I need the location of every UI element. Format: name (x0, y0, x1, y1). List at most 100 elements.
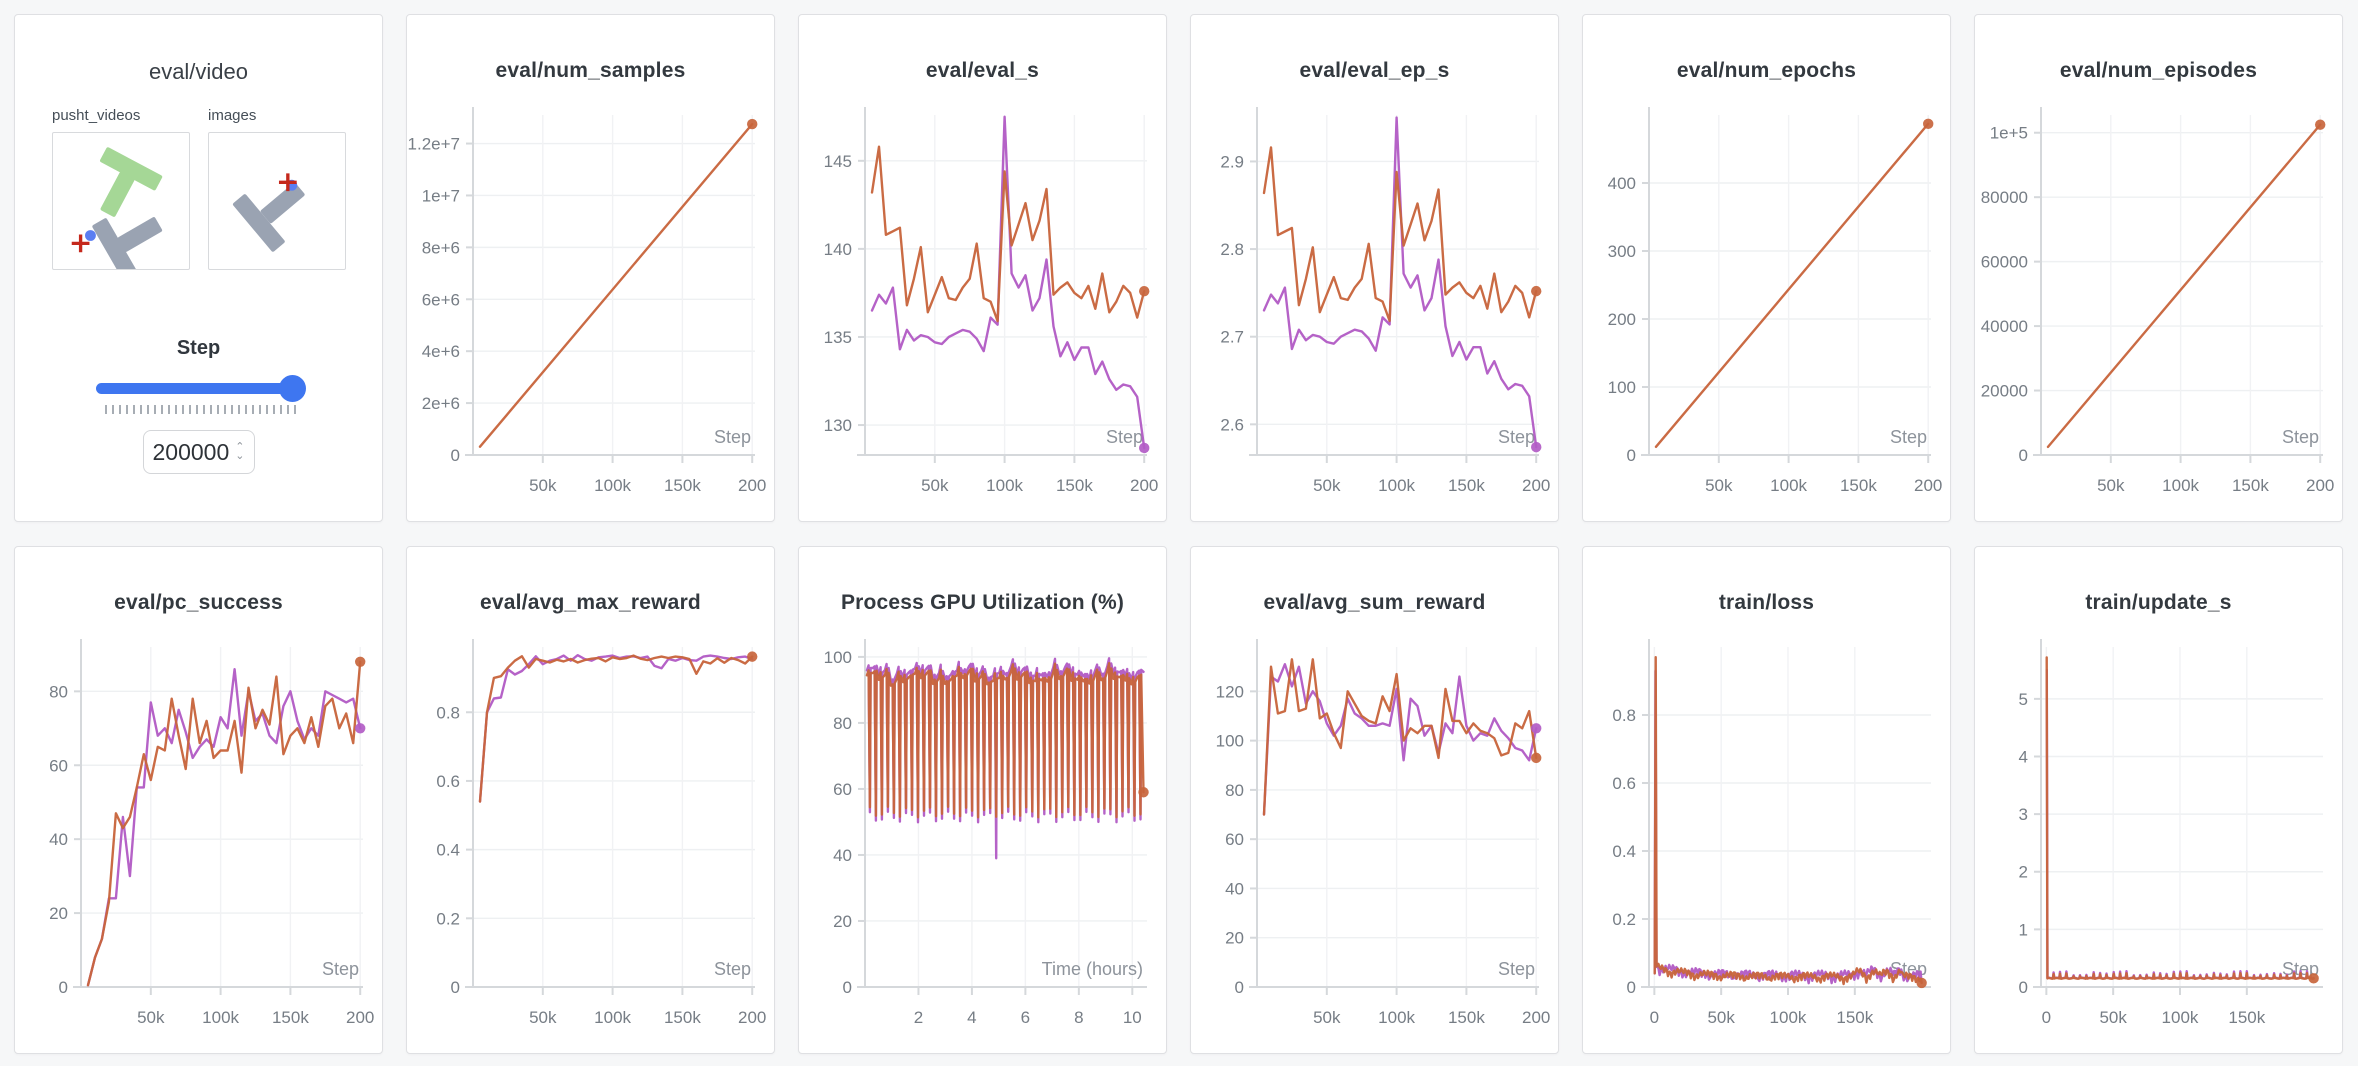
y-tick-label: 2 (2019, 863, 2028, 882)
chart-eval-eval_ep_s[interactable]: 2.6 2.7 2.8 2.9 50k 100k 150k 200 Step (1191, 103, 1559, 522)
x-tick-label: 50k (1313, 476, 1341, 495)
panel-eval-avg_sum_reward[interactable]: eval/avg_sum_reward 0 20 40 60 80 100 120 50k 100… (1190, 546, 1559, 1054)
y-tick-label: 100 (824, 648, 852, 667)
step-slider[interactable] (95, 374, 306, 402)
stepper-arrows[interactable]: ⌃ ⌄ (235, 441, 245, 462)
panel-eval-num_samples[interactable]: eval/num_samples 0 2e+6 4e+6 6e+6 8e+6 1e+7 1.2… (406, 14, 775, 522)
media-col-images: images (208, 107, 346, 275)
step-up-icon[interactable]: ⌃ (235, 441, 245, 453)
y-tick-label: 400 (1608, 174, 1636, 193)
x-tick-label: 150k (1840, 476, 1877, 495)
x-tick-label: 50k (921, 476, 949, 495)
chart-eval-avg_sum_reward[interactable]: 0 20 40 60 80 100 120 50k 100k 150k 200 Step (1191, 635, 1559, 1054)
series-end-dot-orange (355, 656, 366, 667)
y-tick-label: 1e+5 (1990, 124, 2028, 143)
step-slider-label: Step (176, 337, 221, 359)
panel-eval-num_epochs[interactable]: eval/num_epochs 0 100 200 300 400 50k 100k 150k 2… (1582, 14, 1951, 522)
y-tick-label: 5 (2019, 690, 2028, 709)
chart-train-update_s[interactable]: 0 1 2 3 4 5 0 50k 100k 150k Step (1975, 635, 2343, 1054)
series-line-orange (1654, 122, 1930, 448)
y-tick-label: 20000 (1981, 382, 2028, 401)
step-down-icon[interactable]: ⌄ (235, 450, 245, 462)
panel-train-loss[interactable]: train/loss 0 0.2 0.4 0.6 0.8 0 50k 100k 150k Step (1582, 546, 1951, 1054)
x-tick-label: 150k (2228, 1008, 2265, 1027)
x-tick-label: 0 (2042, 1008, 2051, 1027)
y-tick-label: 0.6 (1612, 774, 1636, 793)
y-tick-label: 0 (1235, 978, 1244, 997)
series-end-dot-purple (1531, 441, 1542, 453)
series-end-dot-orange (2315, 119, 2326, 130)
x-axis-label: Step (1498, 959, 1535, 979)
y-tick-label: 0.8 (436, 703, 460, 722)
series-line-purple (86, 668, 362, 987)
chart-title: eval/eval_s (925, 59, 1040, 82)
chart-eval-avg_max_reward[interactable]: 0 0.2 0.4 0.6 0.8 50k 100k 150k 200 Step (407, 635, 775, 1054)
panel-eval-eval_s[interactable]: eval/eval_s 130 135 140 145 50k 100k 150k 200 Ste… (798, 14, 1167, 522)
target-cross (71, 234, 90, 253)
x-tick-label: 6 (1021, 1008, 1030, 1027)
step-slider-track[interactable] (95, 383, 292, 394)
x-tick-label: 200 (346, 1008, 374, 1027)
x-tick-label: 8 (1074, 1008, 1083, 1027)
step-slider-thumb[interactable] (278, 375, 306, 402)
y-tick-label: 135 (824, 328, 852, 347)
chart-eval-eval_s[interactable]: 130 135 140 145 50k 100k 150k 200 Step (799, 103, 1167, 522)
y-tick-label: 80 (49, 682, 68, 701)
series-end-dot-orange (1138, 787, 1149, 798)
series-end-dot-purple (355, 723, 366, 734)
x-tick-label: 200 (2306, 476, 2334, 495)
y-tick-label: 40 (833, 846, 852, 865)
series-line-orange (2046, 123, 2322, 449)
panel-train-update_s[interactable]: train/update_s 0 1 2 3 4 5 0 50k 100k 150k Step (1974, 546, 2343, 1054)
series-line-orange (865, 662, 1145, 819)
step-number-input[interactable]: 200000 ⌃ ⌄ (142, 430, 255, 474)
images-thumbnail[interactable] (208, 132, 346, 270)
x-tick-label: 0 (1650, 1008, 1659, 1027)
pusht-video-thumbnail[interactable] (52, 132, 190, 280)
series-line-orange (870, 145, 1146, 323)
chart-eval-pc_success[interactable]: 0 20 40 60 80 50k 100k 150k 200 Step (15, 635, 383, 1054)
panel-eval-eval_ep_s[interactable]: eval/eval_ep_s 2.6 2.7 2.8 2.9 50k 100k 150k 200… (1190, 14, 1559, 522)
chart-gpu-utilization[interactable]: 0 20 40 60 80 100 2 4 6 8 10 Time (hours) (799, 635, 1167, 1054)
x-axis-label: Step (2282, 959, 2319, 979)
gray-t-shape (232, 182, 305, 252)
x-tick-label: 50k (1707, 1008, 1735, 1027)
series-end-dot-orange (1923, 118, 1934, 130)
x-tick-label: 100k (1770, 1008, 1807, 1027)
target-cross (278, 173, 297, 192)
chart-title: Process GPU Utilization (%) (840, 591, 1125, 614)
step-input-value: 200000 (152, 438, 230, 465)
panel-eval-num_episodes[interactable]: eval/num_episodes 0 20000 40000 60000 80000 1e… (1974, 14, 2343, 522)
panel-eval-video[interactable]: eval/video pusht_videos (14, 14, 383, 522)
chart-eval-num_epochs[interactable]: 0 100 200 300 400 50k 100k 150k 200 Step (1583, 103, 1951, 522)
panel-gpu-utilization[interactable]: Process GPU Utilization (%) 0 20 40 60 80 100 2… (798, 546, 1167, 1054)
y-tick-label: 100 (1608, 378, 1636, 397)
x-tick-label: 150k (2232, 476, 2269, 495)
media-caption: images (208, 107, 257, 124)
x-tick-label: 50k (1313, 1008, 1341, 1027)
y-tick-label: 2.6 (1220, 415, 1244, 434)
chart-eval-num_samples[interactable]: 0 2e+6 4e+6 6e+6 8e+6 1e+7 1.2e+7 50k 100k 150k 20… (407, 103, 775, 522)
chart-eval-num_episodes[interactable]: 0 20000 40000 60000 80000 1e+5 50k 100k 150k 200 S… (1975, 103, 2343, 522)
y-tick-label: 0.2 (436, 909, 460, 928)
chart-title: eval/avg_sum_reward (1263, 591, 1486, 614)
x-tick-label: 100k (1770, 476, 1807, 495)
chart-title: eval/avg_max_reward (480, 591, 701, 614)
chart-title: train/loss (1718, 591, 1815, 614)
y-tick-label: 20 (833, 912, 852, 931)
series-line-orange (1262, 658, 1538, 816)
chart-title: eval/num_epochs (1676, 59, 1857, 82)
y-tick-label: 60 (49, 756, 68, 775)
panel-eval-pc_success[interactable]: eval/pc_success 0 20 40 60 80 50k 100k 150k 200 St… (14, 546, 383, 1054)
x-axis-label: Step (2282, 427, 2319, 447)
y-tick-label: 80 (1225, 781, 1244, 800)
y-tick-label: 0 (2019, 446, 2028, 465)
y-tick-label: 1 (2019, 920, 2028, 939)
panel-eval-avg_max_reward[interactable]: eval/avg_max_reward 0 0.2 0.4 0.6 0.8 50k 100k 1… (406, 546, 775, 1054)
y-tick-label: 120 (1216, 682, 1244, 701)
y-tick-label: 2.9 (1220, 152, 1244, 171)
series-line-orange (1653, 656, 1923, 986)
chart-title: eval/eval_ep_s (1299, 59, 1450, 82)
